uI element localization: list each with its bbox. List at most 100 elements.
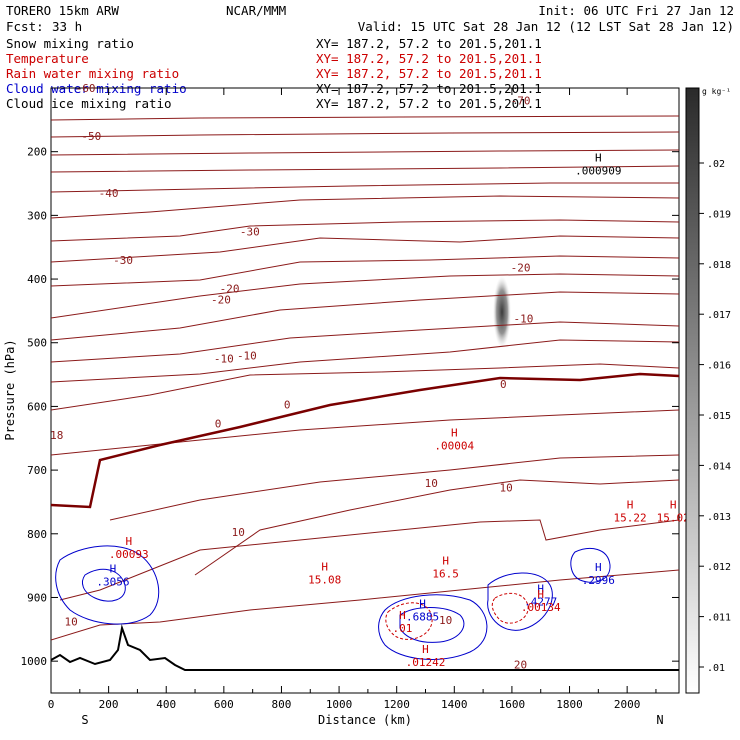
max-value-label: .00004 (434, 440, 474, 453)
isotherm-label: 0 (284, 399, 291, 412)
init-time: Init: 06 UTC Fri 27 Jan 12 (538, 3, 734, 18)
rain-contour (491, 592, 529, 624)
y-tick-label: 600 (27, 400, 47, 413)
temperature-isotherm (109, 454, 679, 521)
isotherm-label: -10 (237, 349, 257, 362)
x-tick-label: 1600 (499, 698, 526, 711)
max-marker: H (451, 427, 458, 440)
max-marker: H (595, 152, 602, 165)
temperature-isotherm (51, 291, 679, 341)
isotherm-label: -30 (240, 225, 260, 238)
model-title: TORERO 15km ARW (6, 3, 119, 18)
colorbar-tick-label: .018 (707, 260, 731, 271)
max-marker: H (627, 499, 634, 512)
y-tick-label: 800 (27, 528, 47, 541)
isotherm-label: 0 (500, 378, 507, 391)
temperature-isotherm (51, 165, 679, 173)
temperature-isotherm (59, 519, 679, 601)
field-xy: XY= 187.2, 57.2 to 201.5,201.1 (316, 36, 542, 51)
temperature-isotherm (51, 149, 679, 156)
y-tick-label: 900 (27, 591, 47, 604)
temperature-isotherm (51, 363, 679, 411)
max-marker: H (537, 583, 544, 596)
max-value-label: .2996 (582, 574, 615, 587)
x-axis: 0 200 400 600 800 1000 1200 1400 1600 1800 2000 (48, 88, 657, 711)
temperature-isotherm (51, 255, 679, 287)
colorbar-tick-label: .016 (707, 361, 731, 372)
isotherm-label: 10 (500, 481, 513, 494)
temperature-isotherm (51, 321, 679, 363)
x-axis-label: Distance (km) (318, 713, 412, 727)
cloud-water-contour (399, 607, 465, 643)
x-tick-label: 800 (272, 698, 292, 711)
field-legend: Snow mixing ratio XY= 187.2, 57.2 to 201.… (6, 36, 542, 111)
rain-contour (385, 602, 433, 640)
maxima-labels: H.00004H15.22H15.02H15.08H16.5H.3056H.68… (96, 152, 689, 670)
x-tick-label: 2000 (614, 698, 641, 711)
south-label: S (81, 713, 88, 727)
x-tick-label: 400 (156, 698, 176, 711)
field-xy: XY= 187.2, 57.2 to 201.5,201.1 (316, 66, 542, 81)
max-marker: H (595, 561, 602, 574)
field-name: Snow mixing ratio (6, 36, 134, 51)
cloud-water-contour (487, 572, 553, 631)
field-name: Cloud ice mixing ratio (6, 96, 172, 111)
colorbar-tick-label: .012 (707, 562, 731, 573)
y-axis-label: Pressure (hPa) (3, 339, 17, 440)
y-tick-label: 300 (27, 209, 47, 222)
cloud-water-contour (82, 568, 126, 602)
cloud-water-contours (55, 545, 611, 660)
y-tick-label: 500 (27, 337, 47, 350)
temperature-isotherm (51, 115, 679, 121)
isotherm-label: 10 (65, 616, 78, 629)
field-name: Rain water mixing ratio (6, 66, 179, 81)
colorbar-tick-label: .014 (707, 461, 731, 472)
max-marker: H (670, 499, 677, 512)
field-xy: XY= 187.2, 57.2 to 201.5,201.1 (316, 96, 542, 111)
isotherm-label: 20 (514, 658, 527, 671)
max-value-label: .3056 (96, 575, 129, 588)
max-marker: H (537, 588, 544, 601)
max-value-label: .000909 (575, 165, 621, 178)
isotherm-label: -40 (99, 187, 119, 200)
max-value-label: .4277 (524, 596, 557, 609)
cloud-water-contour (378, 594, 488, 660)
max-value-label: .6885 (406, 610, 439, 623)
isotherm-label: 18 (50, 429, 63, 442)
max-value-label: 15.22 (613, 512, 646, 525)
plot-frame (50, 87, 680, 694)
center-label: NCAR/MMM (226, 3, 286, 18)
isotherm-label: -20 (211, 293, 231, 306)
isotherm-label: -50 (81, 130, 101, 143)
fcst-value: 33 h (52, 19, 82, 34)
colorbar-tick-label: .02 (707, 159, 725, 170)
max-marker: H (321, 560, 328, 573)
temperature-isotherm (51, 131, 679, 138)
freezing-level (51, 372, 679, 509)
isotherm-label: -60 (76, 82, 96, 95)
colorbar-tick-label: .015 (707, 411, 731, 422)
y-tick-label: 400 (27, 273, 47, 286)
isotherm-label: 10 (439, 614, 452, 627)
colorbar-tick-label: .019 (707, 209, 731, 220)
cloud-water-contour (55, 545, 160, 625)
x-tick-label: 1400 (441, 698, 468, 711)
temperature-isotherm (51, 219, 679, 242)
max-value-label: 16.5 (432, 568, 459, 581)
colorbar: g kg⁻¹ .02 .019 .018 .017 .016 .015 .014 .013 .0… (685, 87, 731, 694)
colorbar-tick-label: .017 (707, 310, 731, 321)
temperature-isotherm (51, 273, 679, 319)
terrain-profile (51, 624, 679, 671)
colorbar-unit: g kg⁻¹ (702, 87, 731, 96)
x-tick-label: 1800 (556, 698, 583, 711)
isotherm-label: -30 (113, 254, 133, 267)
isotherm-label: 10 (425, 477, 438, 490)
isotherm-label: 10 (232, 526, 245, 539)
x-tick-label: 600 (214, 698, 234, 711)
temperature-isotherm (194, 479, 679, 576)
isotherm-label: -20 (220, 283, 240, 296)
temperature-isotherm (51, 182, 679, 193)
